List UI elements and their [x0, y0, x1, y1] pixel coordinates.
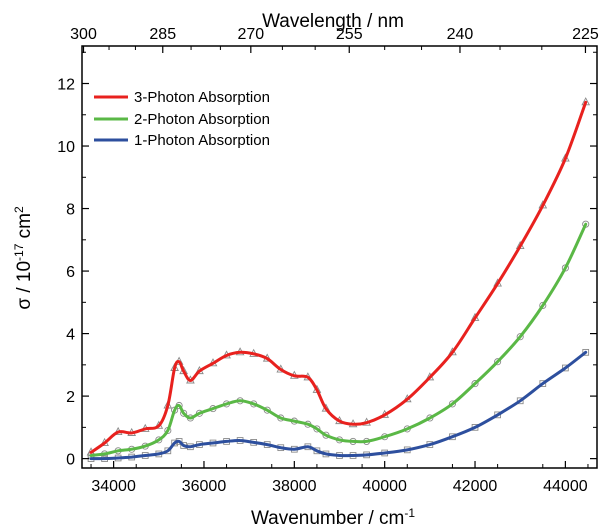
x-tick-label: 42000 — [453, 478, 498, 495]
legend-label-2-photon: 2-Photon Absorption — [134, 111, 270, 128]
x-axis-label: Wavenumber / cm-1 — [251, 506, 415, 529]
top-tick-label: 300 — [70, 26, 97, 43]
top-axis-label: Wavelength / nm — [262, 11, 404, 32]
y-tick-label: 4 — [66, 327, 75, 344]
series-line-1 — [89, 100, 588, 454]
series-3-data-point — [539, 380, 547, 387]
series-3-data-point — [171, 439, 178, 447]
y-tick-label: 12 — [57, 77, 75, 94]
series-2-data-point — [180, 409, 188, 417]
y-tick-label: 8 — [66, 202, 75, 219]
x-tick-label: 44000 — [543, 478, 588, 495]
series-3-data-point — [582, 348, 590, 356]
series-2-data-point — [155, 436, 163, 444]
top-tick-label: 240 — [447, 26, 474, 43]
y-axis-label-exp-2: 2 — [12, 206, 26, 213]
series-layer — [86, 97, 591, 462]
legend-label-3-photon: 3-Photon Absorption — [134, 89, 270, 106]
series-2-data-point — [516, 333, 524, 341]
y-axis-label-part-2: cm — [14, 213, 35, 244]
plot-frame — [81, 45, 598, 469]
y-tick-label: 0 — [66, 452, 75, 469]
x-tick-label: 40000 — [362, 478, 407, 495]
x-axis-label-sup: -1 — [404, 506, 415, 520]
y-axis-label: σ / 10-17 cm2 — [12, 206, 35, 310]
y-axis-label-exp-1: -17 — [12, 243, 26, 261]
series-2-data-point — [313, 425, 321, 433]
y-tick-label: 10 — [57, 139, 75, 156]
series-line-2 — [89, 222, 588, 457]
y-tick-label: 6 — [66, 264, 75, 281]
y-tick-label: 2 — [66, 389, 75, 406]
series-3-data-point — [562, 364, 569, 372]
legend: 3-Photon Absorption 2-Photon Absorption … — [94, 89, 270, 149]
series-2-data-point — [494, 358, 502, 366]
legend-label-1-photon: 1-Photon Absorption — [134, 132, 270, 149]
top-tick-label: 225 — [572, 26, 599, 43]
x-tick-label: 36000 — [182, 478, 227, 495]
y-axis-label-part-1: σ / 10 — [14, 261, 35, 310]
series-3-data-point — [516, 397, 524, 405]
x-tick-label: 34000 — [91, 478, 136, 495]
x-axis-label-text: Wavenumber / cm — [251, 508, 404, 529]
series-2-data-point — [448, 400, 456, 408]
top-tick-label: 285 — [149, 26, 176, 43]
top-tick-label: 255 — [336, 26, 363, 43]
x-tick-label: 38000 — [272, 478, 317, 495]
ticks-layer: 34000 36000 38000 40000 42000 44000 0 2 4 6 8 10 12 3… — [57, 26, 599, 495]
series-2-data-point — [471, 380, 479, 388]
top-tick-label: 270 — [237, 26, 264, 43]
series-line-3 — [89, 350, 588, 461]
series-2-data-point — [539, 301, 547, 310]
